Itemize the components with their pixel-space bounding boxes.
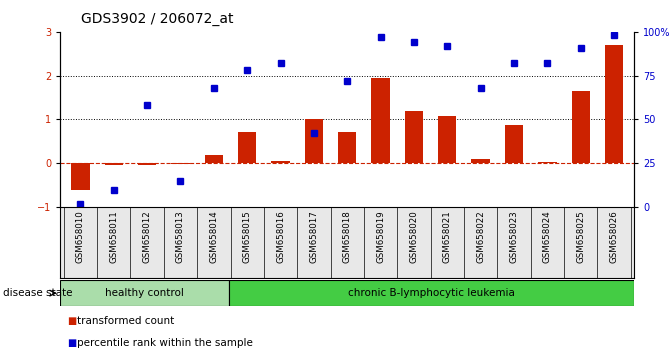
- Bar: [60, 280, 229, 306]
- Bar: [605, 45, 623, 163]
- Text: GSM658023: GSM658023: [509, 211, 519, 263]
- Bar: [438, 116, 456, 163]
- Text: GSM658026: GSM658026: [609, 211, 619, 263]
- Text: percentile rank within the sample: percentile rank within the sample: [77, 338, 253, 348]
- Text: GSM658019: GSM658019: [376, 211, 385, 263]
- Text: transformed count: transformed count: [77, 316, 174, 326]
- Text: healthy control: healthy control: [105, 288, 185, 298]
- Bar: [238, 132, 256, 163]
- Text: ■: ■: [67, 338, 76, 348]
- Bar: [472, 159, 490, 163]
- Text: GSM658010: GSM658010: [76, 211, 85, 263]
- Text: GSM658015: GSM658015: [243, 211, 252, 263]
- Bar: [372, 78, 390, 163]
- Text: GDS3902 / 206072_at: GDS3902 / 206072_at: [81, 12, 233, 27]
- Bar: [171, 163, 190, 164]
- Bar: [572, 91, 590, 163]
- Text: GSM658012: GSM658012: [143, 211, 152, 263]
- Bar: [538, 161, 556, 163]
- Text: GSM658014: GSM658014: [209, 211, 218, 263]
- Text: GSM658016: GSM658016: [276, 211, 285, 263]
- Text: GSM658018: GSM658018: [343, 211, 352, 263]
- Bar: [138, 163, 156, 165]
- Bar: [229, 280, 634, 306]
- Bar: [205, 154, 223, 163]
- Bar: [505, 125, 523, 163]
- Text: GSM658024: GSM658024: [543, 211, 552, 263]
- Text: disease state: disease state: [3, 288, 73, 298]
- Text: GSM658025: GSM658025: [576, 211, 585, 263]
- Text: chronic B-lymphocytic leukemia: chronic B-lymphocytic leukemia: [348, 288, 515, 298]
- Text: ■: ■: [67, 316, 76, 326]
- Bar: [71, 163, 89, 190]
- Text: GSM658013: GSM658013: [176, 211, 185, 263]
- Bar: [405, 111, 423, 163]
- Text: GSM658022: GSM658022: [476, 211, 485, 263]
- Bar: [305, 120, 323, 163]
- Bar: [105, 163, 123, 165]
- Text: GSM658017: GSM658017: [309, 211, 318, 263]
- Text: GSM658020: GSM658020: [409, 211, 419, 263]
- Text: GSM658011: GSM658011: [109, 211, 118, 263]
- Text: GSM658021: GSM658021: [443, 211, 452, 263]
- Bar: [338, 132, 356, 163]
- Bar: [271, 161, 290, 163]
